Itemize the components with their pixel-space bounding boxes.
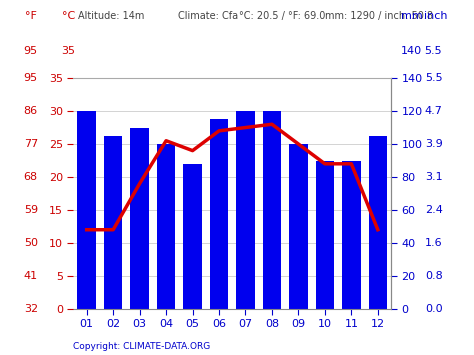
Bar [369, 136, 387, 309]
Text: °C: 20.5 / °F: 69.0: °C: 20.5 / °F: 69.0 [239, 11, 326, 21]
Bar [263, 111, 281, 309]
Text: 5.5: 5.5 [424, 47, 442, 56]
Text: 0.8: 0.8 [425, 271, 443, 281]
Bar [77, 111, 96, 309]
Text: 2.4: 2.4 [425, 205, 443, 215]
Text: 5.5: 5.5 [425, 73, 443, 83]
Text: mm: mm [401, 11, 422, 21]
Text: 140: 140 [401, 47, 422, 56]
Text: 35: 35 [62, 47, 76, 56]
Text: mm: 1290 / inch: 50.8: mm: 1290 / inch: 50.8 [325, 11, 433, 21]
Text: 68: 68 [24, 172, 38, 182]
Text: 95: 95 [24, 73, 38, 83]
Bar [210, 119, 228, 309]
Text: 3.1: 3.1 [425, 172, 443, 182]
Text: 32: 32 [24, 304, 38, 314]
Text: 95: 95 [24, 47, 38, 56]
Bar [130, 127, 149, 309]
Text: 4.7: 4.7 [425, 106, 443, 116]
Text: 50: 50 [24, 238, 38, 248]
Text: °C: °C [62, 11, 75, 21]
Text: Altitude: 14m: Altitude: 14m [78, 11, 145, 21]
Bar [289, 144, 308, 309]
Bar [104, 136, 122, 309]
Bar [342, 160, 361, 309]
Text: inch: inch [424, 11, 448, 21]
Text: 41: 41 [24, 271, 38, 281]
Text: °F: °F [25, 11, 37, 21]
Text: 3.9: 3.9 [425, 139, 443, 149]
Text: 1.6: 1.6 [425, 238, 443, 248]
Text: Copyright: CLIMATE-DATA.ORG: Copyright: CLIMATE-DATA.ORG [73, 343, 211, 351]
Text: 59: 59 [24, 205, 38, 215]
Bar [183, 164, 202, 309]
Text: 0.0: 0.0 [425, 304, 443, 314]
Bar [236, 111, 255, 309]
Text: 77: 77 [24, 139, 38, 149]
Text: Climate: Cfa: Climate: Cfa [178, 11, 238, 21]
Bar [316, 160, 334, 309]
Text: 86: 86 [24, 106, 38, 116]
Bar [157, 144, 175, 309]
